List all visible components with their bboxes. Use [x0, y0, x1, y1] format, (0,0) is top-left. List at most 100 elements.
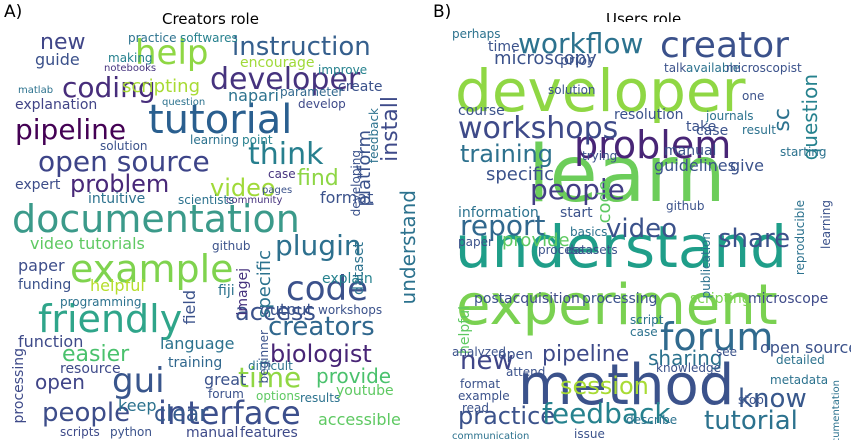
- word-process: process: [538, 243, 585, 257]
- word-provide: provide: [502, 230, 570, 251]
- word-manual: manual: [664, 143, 717, 159]
- word-microscope: microscope: [748, 291, 829, 307]
- word-case: case: [630, 325, 658, 339]
- word-workflow: workflow: [518, 27, 644, 60]
- panel-b-wordcloud: developer learn understand experiment method…: [445, 22, 851, 440]
- word-pipeline: pipeline: [542, 342, 630, 367]
- word-talk: talk: [664, 61, 687, 75]
- word-softwares: softwares: [180, 31, 238, 45]
- word-scripting: scripting: [122, 76, 200, 97]
- word-detailed: detailed: [776, 353, 825, 367]
- word-see: see: [716, 345, 738, 359]
- word-specific: specific: [486, 164, 555, 185]
- word-knowledge: knowledge: [656, 361, 722, 375]
- word-beginner: beginner: [257, 330, 271, 384]
- word-help: help: [135, 33, 209, 73]
- word-keep: keep: [118, 396, 157, 415]
- word-develop: develop: [298, 97, 346, 111]
- word-imagej: imagej: [235, 268, 251, 316]
- word-share: share: [718, 224, 791, 254]
- word-case: case: [268, 167, 296, 181]
- word-feedback: feedback: [542, 397, 671, 430]
- word-documentation: documentation: [12, 197, 300, 241]
- word-plugin: plugin: [275, 229, 362, 262]
- word-improve: improve: [318, 63, 368, 77]
- word-gui: gui: [112, 361, 165, 401]
- word-sharing: sharing: [648, 346, 723, 370]
- word-method: method: [518, 353, 735, 418]
- word-reproducible: reproducible: [793, 200, 807, 276]
- word-notebooks: notebooks: [104, 63, 157, 74]
- word-processing: processing: [11, 348, 27, 424]
- word-manual: manual: [186, 425, 239, 440]
- word-instruction: instruction: [232, 32, 371, 62]
- word-learning: learning: [190, 133, 239, 147]
- word-example: example: [458, 389, 510, 403]
- word-provide: provide: [316, 364, 392, 388]
- word-format: format: [320, 188, 374, 207]
- word-specific: specific: [254, 250, 275, 319]
- word-matlab: matlab: [18, 85, 54, 96]
- word-paper: paper: [458, 235, 493, 249]
- word-paper: paper: [18, 256, 65, 275]
- word-developing: developing: [349, 150, 363, 217]
- word-time: time: [238, 361, 302, 394]
- word-start: start: [560, 205, 593, 221]
- word-people: people: [530, 173, 625, 206]
- word-communication: communication: [452, 431, 530, 441]
- word-think: think: [248, 137, 324, 172]
- word-processing: processing: [582, 291, 658, 307]
- word-open: open: [498, 347, 533, 363]
- word-workshops: workshops: [318, 303, 383, 317]
- word-perhaps: perhaps: [452, 27, 501, 41]
- word-open-source: open source: [760, 338, 851, 357]
- word-forum: forum: [660, 315, 774, 359]
- word-scientists: scientists: [178, 193, 235, 207]
- word-metadata: metadata: [770, 373, 829, 387]
- word-microscopist: microscopist: [726, 61, 802, 75]
- word-video-tutorials: video tutorials: [30, 234, 145, 253]
- word-stop: stop: [738, 393, 764, 407]
- word-experiment: experiment: [456, 273, 778, 338]
- word-information: information: [458, 205, 539, 221]
- word-install: install: [378, 96, 403, 162]
- word-solution: solution: [548, 83, 596, 97]
- panel-a-wordcloud: documentation tutorial example friendly inte…: [8, 30, 420, 440]
- word-field: field: [180, 290, 199, 325]
- word-pages: pages: [262, 185, 293, 196]
- word-results: results: [300, 391, 341, 405]
- word-function: function: [18, 332, 84, 351]
- word-guidelines: guidelines: [654, 156, 736, 175]
- word-create: create: [338, 79, 383, 95]
- word-post: post: [474, 291, 505, 307]
- word-napari: napari: [228, 86, 279, 105]
- word-starting: starting: [780, 145, 827, 159]
- word-analyzed: analyzed: [452, 345, 507, 359]
- word-result: result: [742, 123, 776, 137]
- word-options: options: [256, 389, 301, 403]
- word-encourage: encourage: [240, 55, 315, 71]
- word-intuitive: intuitive: [88, 191, 146, 207]
- word-find: find: [297, 166, 339, 191]
- word-documentation: documentation: [831, 380, 842, 440]
- word-helpful: helpful: [90, 276, 145, 295]
- word-prior: prior: [560, 53, 593, 69]
- word-time: time: [488, 39, 520, 55]
- word-friendly: friendly: [38, 297, 183, 341]
- word-forum: forum: [208, 387, 244, 401]
- word-expert: expert: [15, 177, 61, 193]
- word-accessible: accessible: [318, 410, 401, 429]
- word-parameter: parameter: [280, 85, 344, 99]
- word-datasets: datasets: [566, 243, 618, 257]
- word-session: session: [560, 372, 649, 400]
- word-great: great: [204, 370, 247, 389]
- word-difficult: difficult: [248, 359, 293, 373]
- word-learn: learn: [528, 130, 726, 220]
- word-issue: issue: [574, 427, 605, 440]
- word-available: available: [686, 61, 741, 75]
- panel-a-letter: A): [4, 2, 23, 22]
- word-publication: publication: [699, 232, 713, 299]
- word-read: read: [462, 401, 490, 415]
- word-trying: trying: [582, 149, 618, 163]
- word-know: know: [738, 384, 807, 414]
